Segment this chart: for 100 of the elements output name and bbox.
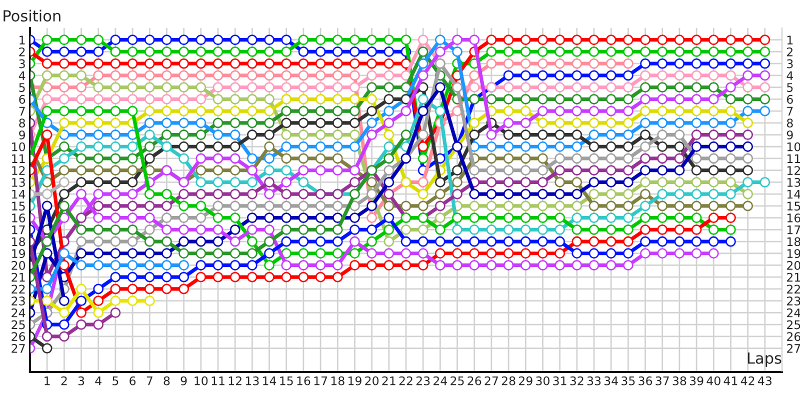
point: [572, 248, 582, 259]
point: [281, 236, 292, 247]
x-tick-label: 11: [212, 376, 224, 386]
point: [298, 34, 309, 46]
point: [418, 200, 428, 212]
point: [230, 70, 240, 81]
point: [760, 70, 770, 81]
point: [76, 70, 86, 81]
point: [162, 130, 172, 140]
point: [332, 200, 343, 212]
point: [742, 58, 754, 69]
y-tick-label: 6: [19, 94, 26, 104]
point: [520, 106, 531, 116]
point: [726, 106, 736, 116]
point: [264, 224, 274, 235]
x-axis-title: Laps: [748, 352, 782, 367]
point: [93, 248, 104, 259]
point: [58, 58, 70, 69]
point: [622, 200, 634, 212]
point: [572, 188, 582, 200]
point: [418, 130, 428, 140]
point: [452, 212, 462, 223]
point: [400, 236, 412, 247]
point: [418, 224, 428, 235]
point: [674, 224, 685, 235]
point: [315, 200, 326, 212]
point: [144, 260, 155, 270]
point: [246, 212, 258, 223]
point: [144, 248, 155, 259]
point: [162, 272, 172, 282]
point: [144, 46, 155, 57]
point: [196, 248, 206, 259]
point: [144, 106, 155, 116]
x-tick-label: 32: [570, 376, 584, 386]
point: [503, 153, 514, 164]
point: [350, 212, 360, 223]
point: [315, 70, 326, 81]
point: [144, 153, 155, 164]
point: [110, 153, 121, 164]
point: [144, 236, 155, 247]
point: [726, 130, 736, 140]
point: [366, 58, 378, 69]
point: [196, 82, 206, 93]
point: [384, 141, 394, 152]
point: [110, 82, 121, 93]
point: [572, 236, 582, 247]
point: [606, 82, 616, 93]
y2-tick-label: 26: [787, 332, 800, 342]
point: [162, 224, 172, 235]
point: [606, 236, 616, 247]
y-tick-label: 18: [12, 237, 26, 246]
point: [434, 248, 446, 259]
y2-tick-label: 3: [787, 59, 793, 68]
point: [691, 70, 702, 81]
y-tick-label: 8: [19, 118, 26, 128]
point: [332, 141, 343, 152]
x-tick-label: 41: [724, 376, 738, 386]
point: [246, 118, 258, 128]
point: [230, 153, 240, 164]
point: [350, 177, 360, 188]
point: [452, 165, 462, 176]
point: [572, 224, 582, 235]
point: [366, 236, 378, 247]
y-tick-label: 10: [12, 142, 26, 152]
point: [520, 248, 531, 259]
point: [178, 141, 190, 152]
point: [212, 165, 224, 176]
y-tick-label: 11: [12, 154, 25, 163]
point: [742, 34, 754, 46]
point: [298, 46, 309, 57]
point: [315, 58, 326, 69]
point: [538, 200, 548, 212]
point: [178, 200, 190, 212]
point: [640, 118, 650, 128]
point: [76, 188, 86, 200]
x-tick-label: 19: [348, 376, 362, 386]
point: [708, 212, 719, 223]
x-tick-label: 37: [656, 376, 669, 386]
point: [42, 188, 52, 200]
point: [572, 200, 582, 212]
point: [760, 177, 770, 188]
point: [606, 200, 616, 212]
point: [178, 260, 190, 270]
y2-tick-label: 15: [787, 202, 800, 211]
point: [657, 94, 668, 104]
point: [384, 34, 394, 46]
point: [110, 284, 121, 294]
point: [606, 165, 616, 176]
point: [110, 224, 121, 235]
point: [332, 224, 343, 235]
y2-tick-label: 10: [787, 142, 800, 152]
point: [622, 177, 634, 188]
point: [520, 34, 531, 46]
point: [434, 200, 446, 212]
point: [674, 248, 685, 259]
point: [178, 248, 190, 259]
point: [178, 130, 190, 140]
point: [400, 200, 412, 212]
point: [400, 106, 412, 116]
point: [76, 94, 86, 104]
